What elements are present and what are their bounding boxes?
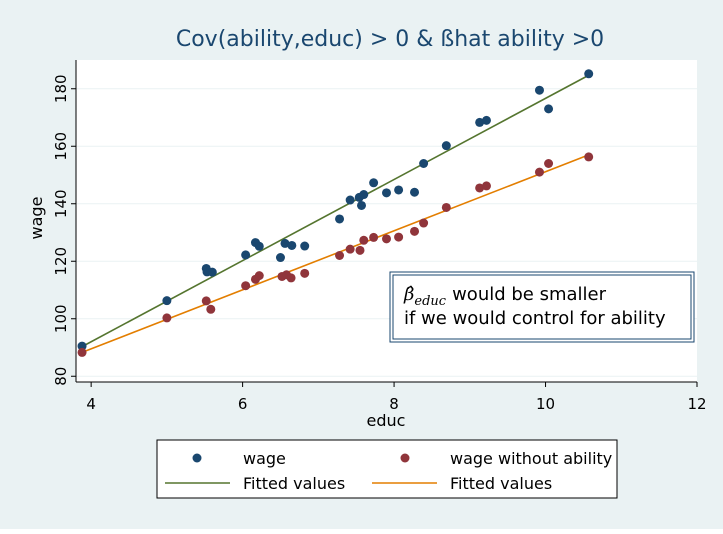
data-point-wage-without-ability-90353b bbox=[162, 313, 172, 323]
legend: wage wage without ability Fitted values … bbox=[156, 439, 618, 499]
x-tick-label: 6 bbox=[238, 395, 248, 413]
data-point-wage-without-ability-90353b bbox=[534, 167, 544, 177]
data-point-wage-1a476f bbox=[359, 190, 369, 200]
axes bbox=[75, 60, 697, 383]
data-point-wage-1a476f bbox=[382, 188, 391, 198]
data-point-wage-without-ability-90353b bbox=[369, 232, 379, 242]
data-point-wage-1a476f bbox=[475, 117, 485, 127]
annotation-text-1: would be smaller bbox=[452, 284, 607, 305]
data-point-wage-without-ability-90353b bbox=[345, 244, 355, 254]
legend-label-wage: wage bbox=[243, 449, 286, 468]
data-point-wage-1a476f bbox=[254, 241, 264, 251]
data-point-wage-without-ability-90353b bbox=[419, 218, 429, 228]
beta-hat-symbol: β̂ bbox=[403, 284, 414, 305]
data-point-wage-without-ability-90353b bbox=[77, 347, 87, 357]
data-point-wage-without-ability-90353b bbox=[201, 296, 211, 306]
data-point-wage-without-ability-90353b bbox=[481, 181, 491, 191]
data-point-wage-1a476f bbox=[419, 159, 429, 168]
data-point-wage-1a476f bbox=[345, 195, 355, 205]
x-tick-label: 12 bbox=[687, 395, 706, 413]
data-point-wage-1a476f bbox=[335, 214, 345, 224]
data-point-wage-without-ability-90353b bbox=[286, 273, 296, 283]
data-point-wage-without-ability-90353b bbox=[410, 226, 420, 236]
legend-label-wage-without-ability: wage without ability bbox=[450, 449, 612, 468]
x-tick-label: 4 bbox=[86, 395, 96, 413]
data-point-wage-1a476f bbox=[544, 104, 554, 114]
data-point-wage-without-ability-90353b bbox=[335, 251, 345, 260]
annotation-box: β̂educ would be smaller if we would contr… bbox=[389, 271, 695, 343]
legend-box bbox=[156, 439, 618, 499]
data-point-wage-without-ability-90353b bbox=[475, 183, 485, 193]
data-point-wage-without-ability-90353b bbox=[359, 235, 369, 245]
data-point-wage-1a476f bbox=[287, 240, 297, 250]
grid-lines bbox=[76, 88, 697, 377]
y-axis-label: wage bbox=[27, 197, 46, 240]
data-point-wage-without-ability-90353b bbox=[544, 159, 554, 168]
legend-marker-wage bbox=[192, 453, 202, 463]
data-point-wage-1a476f bbox=[357, 200, 367, 210]
data-point-wage-1a476f bbox=[534, 85, 544, 95]
data-point-wage-1a476f bbox=[207, 267, 217, 277]
data-point-wage-1a476f bbox=[300, 241, 310, 251]
y-tick-label: 160 bbox=[52, 132, 70, 161]
data-point-wage-without-ability-90353b bbox=[206, 304, 216, 314]
data-point-wage-without-ability-90353b bbox=[584, 152, 594, 162]
data-point-wage-without-ability-90353b bbox=[441, 202, 451, 212]
data-point-wage-without-ability-90353b bbox=[394, 232, 404, 242]
annotation-line-1: β̂educ would be smaller bbox=[403, 284, 607, 309]
data-point-wage-1a476f bbox=[584, 69, 594, 79]
legend-label-fitted-orange: Fitted values bbox=[450, 474, 552, 493]
legend-marker-wage-without-ability bbox=[400, 453, 410, 463]
data-point-wage-1a476f bbox=[394, 185, 404, 195]
x-tick-label: 8 bbox=[389, 395, 399, 413]
data-point-wage-without-ability-90353b bbox=[382, 234, 391, 244]
data-point-wage-1a476f bbox=[369, 178, 379, 188]
data-point-wage-1a476f bbox=[275, 253, 285, 263]
data-point-wage-1a476f bbox=[441, 141, 451, 151]
data-point-wage-without-ability-90353b bbox=[241, 281, 251, 291]
y-tick-label: 140 bbox=[52, 189, 70, 218]
data-point-wage-1a476f bbox=[162, 296, 172, 306]
y-tick-label: 100 bbox=[52, 304, 70, 333]
annotation-line-2: if we would control for ability bbox=[404, 308, 666, 329]
axis-ticks: 80 100 120 140 160 180 4 6 8 10 12 bbox=[52, 74, 707, 413]
data-point-wage-without-ability-90353b bbox=[254, 271, 264, 281]
data-point-wage-1a476f bbox=[241, 250, 251, 260]
data-point-wage-1a476f bbox=[481, 115, 491, 125]
data-point-wage-1a476f bbox=[410, 187, 420, 197]
y-tick-label: 120 bbox=[52, 247, 70, 276]
legend-label-fitted-green: Fitted values bbox=[243, 474, 345, 493]
data-point-wage-1a476f bbox=[77, 341, 87, 351]
data-point-wage-without-ability-90353b bbox=[300, 268, 310, 278]
scatter-points bbox=[77, 69, 594, 357]
x-axis-label: educ bbox=[367, 411, 406, 430]
chart-title: Cov(ability,educ) > 0 & ßhat ability >0 bbox=[176, 27, 604, 52]
beta-subscript: educ bbox=[414, 294, 446, 309]
x-tick-label: 10 bbox=[536, 395, 555, 413]
data-point-wage-without-ability-90353b bbox=[355, 245, 365, 255]
y-tick-label: 80 bbox=[52, 367, 70, 386]
data-point-wage-1a476f bbox=[280, 238, 290, 248]
y-tick-label: 180 bbox=[52, 74, 70, 103]
